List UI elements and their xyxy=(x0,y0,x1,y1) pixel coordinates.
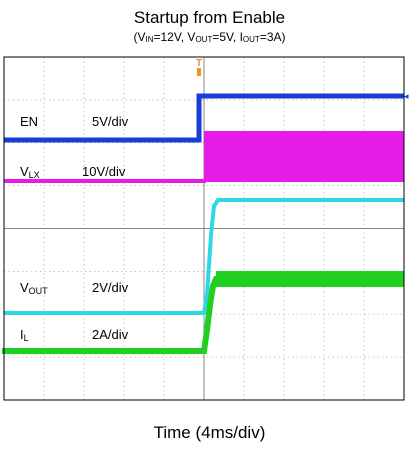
trace-vlx xyxy=(4,131,404,183)
subtitle-vin-val: =12V, V xyxy=(153,30,196,44)
trace-vlx-switching xyxy=(205,131,404,182)
trace-vout xyxy=(4,198,404,315)
label-en-scale: 5V/div xyxy=(92,114,129,129)
label-vout-main: V xyxy=(20,280,29,295)
subtitle-iout-sub: OUT xyxy=(242,35,260,44)
label-il-sub: L xyxy=(24,333,29,343)
chart-title: Startup from Enable xyxy=(133,8,286,27)
chart-subtitle: (VIN=12V, VOUT=5V, IOUT=3A) xyxy=(0,30,419,47)
label-en-name: EN xyxy=(20,114,38,129)
label-vlx-name: VLX xyxy=(20,164,40,180)
trace-il xyxy=(2,271,404,354)
subtitle-vout-val: =5V, I xyxy=(212,30,243,44)
x-axis-label: Time (4ms/div) xyxy=(153,423,266,442)
subtitle-vin-sub: IN xyxy=(145,35,154,44)
trace-en-line xyxy=(4,93,404,143)
label-vout-name: VOUT xyxy=(20,280,48,296)
trigger-marker: T xyxy=(196,58,202,76)
label-il-main: I xyxy=(20,327,24,342)
subtitle-close: =3A) xyxy=(259,30,286,44)
label-vlx-scale: 10V/div xyxy=(82,164,126,179)
plot-frame xyxy=(3,56,405,401)
trace-il-band xyxy=(216,271,404,287)
trigger-marker-label: T xyxy=(196,58,202,69)
label-il-scale: 2A/div xyxy=(92,327,129,342)
label-vout-scale: 2V/div xyxy=(92,280,129,295)
subtitle-vout-sub: OUT xyxy=(195,35,213,44)
trace-vout-line xyxy=(4,198,404,315)
trigger-marker-stem xyxy=(197,68,201,76)
en-level-marker: ◂ xyxy=(404,92,409,102)
label-vlx-sub: LX xyxy=(29,170,40,180)
label-vlx-main: V xyxy=(20,164,29,179)
label-il-name: IL xyxy=(20,327,29,343)
label-vout-sub: OUT xyxy=(29,286,49,296)
trace-en xyxy=(4,93,404,143)
subtitle-open: (V xyxy=(133,30,146,44)
